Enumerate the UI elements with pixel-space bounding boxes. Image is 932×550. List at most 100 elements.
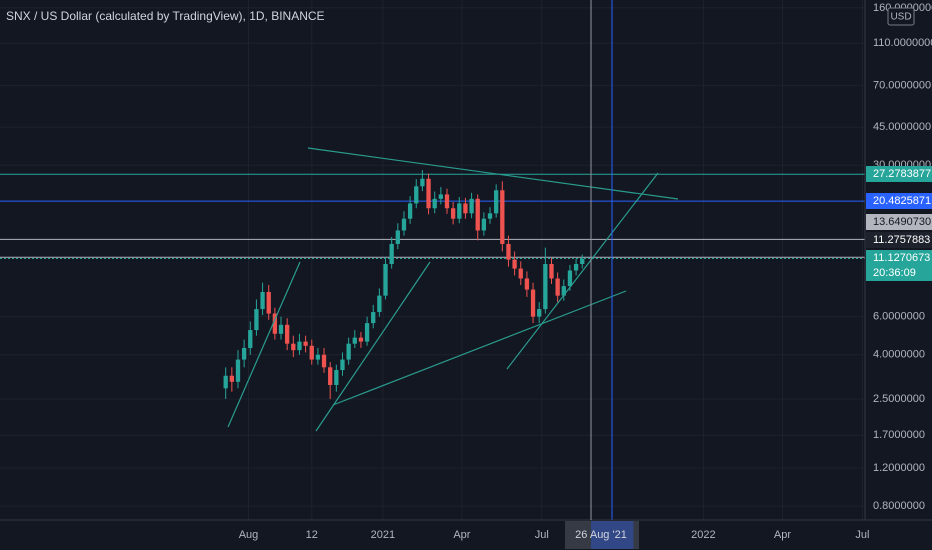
candle-body (260, 291, 265, 310)
price-label: 20.4825871 (873, 195, 931, 207)
candle-body (334, 370, 339, 385)
price-label-box (866, 214, 932, 230)
price-label-box (866, 250, 932, 266)
currency: USD (890, 12, 911, 23)
candle-body (549, 264, 554, 279)
candle-body (377, 295, 382, 313)
candle-body (530, 289, 536, 317)
candle-body (364, 323, 370, 342)
price-label-box (866, 232, 932, 248)
y-tick-label: 0.8000000 (873, 500, 925, 512)
x-tick-label: Aug (239, 529, 259, 541)
range-highlight (591, 521, 634, 549)
countdown-box (866, 266, 932, 281)
trend-line (332, 290, 627, 406)
candle-body (481, 218, 487, 231)
candle-body (328, 367, 333, 385)
candle-body (420, 178, 425, 187)
candle-body (297, 341, 302, 351)
price-label: 11.2757883 (873, 234, 930, 246)
candle-body (426, 178, 431, 209)
y-tick-label: 4.0000000 (873, 349, 925, 361)
y-tick-label: 70.0000000 (873, 80, 931, 92)
candle-body (248, 330, 253, 348)
candle-body (432, 198, 437, 209)
trend-line (307, 147, 679, 200)
candle-body (444, 194, 450, 209)
y-tick-label: 110.0000000 (873, 37, 932, 49)
candle-body (346, 343, 351, 360)
candle-body (463, 203, 468, 214)
price-label-box (866, 193, 932, 209)
axes: 160.0000000110.000000070.000000045.00000… (239, 2, 932, 541)
x-tick-label: 2022 (691, 529, 715, 541)
grid (0, 0, 865, 520)
candle-body (309, 345, 314, 360)
candle-body (278, 324, 284, 334)
candle-body (573, 264, 579, 271)
candle-body (291, 343, 296, 351)
candle-body (567, 270, 573, 287)
candle-body (358, 337, 364, 342)
candle-body (555, 278, 560, 296)
candle-body (512, 259, 517, 269)
candle-body (303, 341, 308, 346)
candle-body (414, 186, 419, 204)
trend-lines (227, 147, 679, 432)
candle-body (285, 324, 290, 344)
candle-body (340, 359, 345, 371)
candle-body (401, 218, 407, 231)
price-label: 13.6490730 (873, 216, 931, 228)
candle-body (371, 312, 376, 324)
candle-body (272, 313, 278, 334)
candle-body (518, 268, 523, 279)
price-label: 11.1270673 (873, 252, 930, 264)
candle-body (561, 286, 566, 296)
price-label: 27.2783877 (873, 168, 931, 180)
x-tick-label: 12 (306, 529, 318, 541)
candle-body (229, 375, 234, 382)
trend-line (506, 172, 659, 370)
candle-body (537, 309, 542, 317)
crosshair-label: 26 Aug '21 (575, 529, 627, 541)
candle-body (241, 347, 247, 360)
candle-body (315, 354, 321, 360)
candle-body (580, 258, 585, 265)
y-tick-label: 45.0000000 (873, 121, 931, 133)
y-tick-label: 1.2000000 (873, 462, 925, 474)
candle-body (500, 190, 505, 244)
x-tick-label: Apr (774, 529, 791, 541)
candle-body (438, 194, 443, 199)
trend-line (227, 261, 301, 428)
candle-body (450, 208, 456, 219)
x-tick-label: Jul (535, 529, 549, 541)
candle-body (506, 243, 511, 260)
candle-body (321, 354, 327, 368)
candle-body (457, 203, 462, 219)
price-levels (0, 173, 865, 260)
x-tick-label: 2021 (371, 529, 395, 541)
candle-body (543, 264, 548, 310)
candle-body (254, 309, 259, 331)
candle-body (487, 213, 493, 219)
y-tick-label: 6.0000000 (873, 311, 925, 323)
y-tick-label: 2.5000000 (873, 393, 925, 405)
chart-title: SNX / US Dollar (calculated by TradingVi… (6, 9, 325, 23)
candle-body (389, 243, 394, 265)
candle-body (266, 291, 271, 314)
trend-line (315, 261, 431, 432)
x-tick-label: Jul (855, 529, 869, 541)
currency-box[interactable] (887, 7, 915, 26)
candle-body (223, 375, 228, 389)
candle-body (395, 230, 400, 244)
crosshair-label-box (565, 521, 640, 549)
price-label-box (866, 166, 932, 182)
countdown: 20:36:09 (873, 267, 916, 279)
candle-body (494, 190, 499, 214)
candle-body (407, 203, 413, 219)
x-tick-label: Apr (453, 529, 470, 541)
y-tick-label: 1.7000000 (873, 429, 925, 441)
